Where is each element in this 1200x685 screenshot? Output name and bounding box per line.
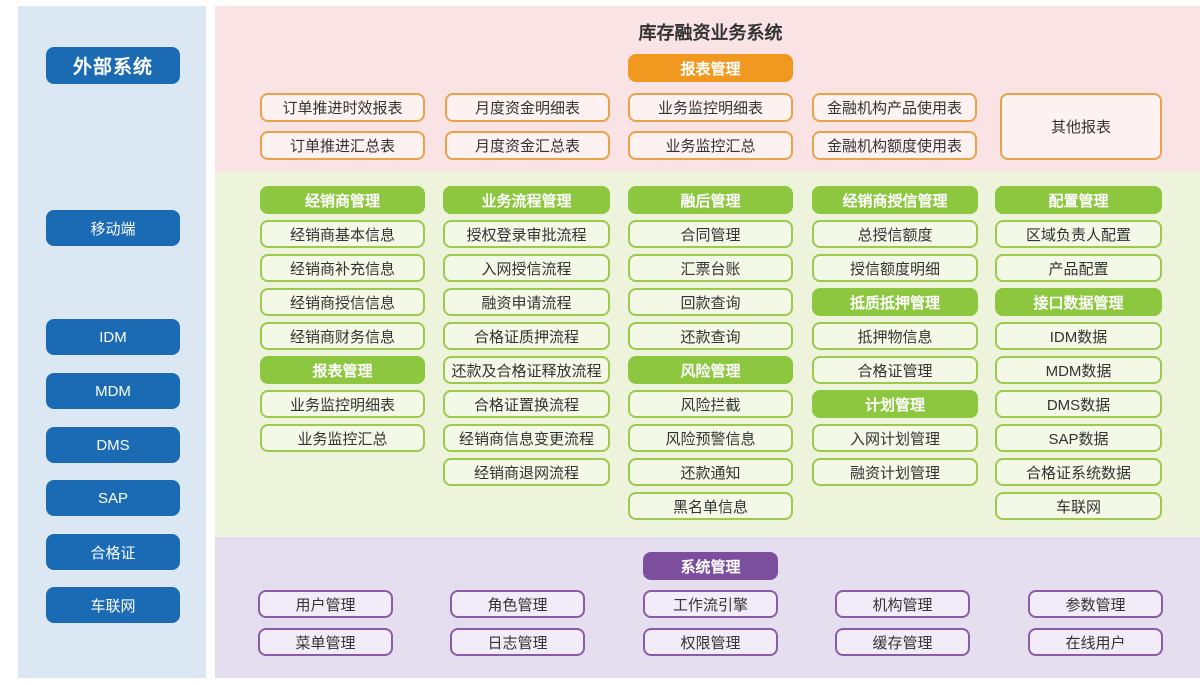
system-box: 机构管理 xyxy=(835,590,970,618)
modules-section: 经销商管理经销商基本信息 经销商补充信息 经销商授信信息 经销商财务信息 报表管理业务监… xyxy=(215,172,1200,537)
module-column: 业务流程管理 授权登录审批流程 入网授信流程 融资申请流程 合格证质押流程 还款及合格证释… xyxy=(443,186,610,486)
main-panel: 库存融资业务系统 报表管理 其他报表 订单推进时效报表 订单推进汇总表 月度资金明细… xyxy=(215,6,1200,678)
module-item: 合格证质押流程 xyxy=(443,322,610,350)
module-header: 风险管理 xyxy=(628,356,793,384)
page-title: 库存融资业务系统 xyxy=(638,23,783,43)
report-box: 订单推进时效报表 xyxy=(260,93,425,122)
system-header: 系统管理 xyxy=(643,552,778,580)
sidebar-button: MDM xyxy=(46,373,180,409)
report-column: 业务监控明细表 业务监控汇总 xyxy=(628,93,793,160)
module-header: 经销商授信管理 xyxy=(812,186,978,214)
module-item: 合格证置换流程 xyxy=(443,390,610,418)
module-item: 入网计划管理 xyxy=(812,424,978,452)
report-box: 月度资金汇总表 xyxy=(445,131,610,160)
system-box: 角色管理 xyxy=(450,590,585,618)
module-header: 配置管理 xyxy=(995,186,1162,214)
system-box: 用户管理 xyxy=(258,590,393,618)
system-box: 在线用户 xyxy=(1028,628,1163,656)
report-column: 订单推进时效报表 订单推进汇总表 xyxy=(260,93,425,160)
module-column: 经销商管理经销商基本信息 经销商补充信息 经销商授信信息 经销商财务信息 报表管理业务监… xyxy=(260,186,425,452)
sidebar-button: SAP xyxy=(46,480,180,516)
module-header: 经销商管理 xyxy=(260,186,425,214)
module-item: IDM数据 xyxy=(995,322,1162,350)
module-item: 抵押物信息 xyxy=(812,322,978,350)
module-item: 授信额度明细 xyxy=(812,254,978,282)
system-box: 权限管理 xyxy=(643,628,778,656)
report-box: 金融机构产品使用表 xyxy=(812,93,977,122)
module-item: 还款查询 xyxy=(628,322,793,350)
reports-section: 库存融资业务系统 报表管理 其他报表 订单推进时效报表 订单推进汇总表 月度资金明细… xyxy=(215,6,1200,172)
module-column: 配置管理区域负责人配置 产品配置接口数据管理 IDM数据 MDM数据 DMS数据 SAP数… xyxy=(995,186,1162,520)
module-header: 业务流程管理 xyxy=(443,186,610,214)
module-item: 风险预警信息 xyxy=(628,424,793,452)
report-box: 订单推进汇总表 xyxy=(260,131,425,160)
module-header: 抵质抵押管理 xyxy=(812,288,978,316)
module-item: 融资申请流程 xyxy=(443,288,610,316)
module-item: 风险拦截 xyxy=(628,390,793,418)
sidebar-button: IDM xyxy=(46,319,180,355)
external-systems-panel: 外部系统 移动端 IDM MDM DMS SAP 合格证车联网 xyxy=(18,6,206,678)
module-item: 经销商信息变更流程 xyxy=(443,424,610,452)
module-header: 计划管理 xyxy=(812,390,978,418)
module-item: 经销商财务信息 xyxy=(260,322,425,350)
system-box: 工作流引擎 xyxy=(643,590,778,618)
sidebar-button: DMS xyxy=(46,427,180,463)
sidebar-button: 合格证 xyxy=(46,534,180,570)
module-item: 合格证系统数据 xyxy=(995,458,1162,486)
module-header: 融后管理 xyxy=(628,186,793,214)
module-item: 合同管理 xyxy=(628,220,793,248)
other-reports-box: 其他报表 xyxy=(1000,93,1162,160)
module-item: DMS数据 xyxy=(995,390,1162,418)
report-box: 业务监控明细表 xyxy=(628,93,793,122)
module-item: 总授信额度 xyxy=(812,220,978,248)
external-systems-header: 外部系统 xyxy=(46,47,180,84)
module-item: 经销商补充信息 xyxy=(260,254,425,282)
module-item: MDM数据 xyxy=(995,356,1162,384)
report-column: 月度资金明细表 月度资金汇总表 xyxy=(445,93,610,160)
report-column: 金融机构产品使用表 金融机构额度使用表 xyxy=(812,93,977,160)
module-item: 区域负责人配置 xyxy=(995,220,1162,248)
module-item: 车联网 xyxy=(995,492,1162,520)
reports-header: 报表管理 xyxy=(628,54,793,82)
module-item: 产品配置 xyxy=(995,254,1162,282)
system-box: 菜单管理 xyxy=(258,628,393,656)
module-column: 融后管理合同管理汇票台账回款查询还款查询风险管理风险拦截风险预警信息 还款通知黑名… xyxy=(628,186,793,520)
module-item: 还款及合格证释放流程 xyxy=(443,356,610,384)
module-item: 融资计划管理 xyxy=(812,458,978,486)
module-item: 经销商授信信息 xyxy=(260,288,425,316)
module-item: 黑名单信息 xyxy=(628,492,793,520)
system-section: 系统管理 用户管理菜单管理 角色管理日志管理 工作流引擎权限管理 机构管理缓存管理 参数… xyxy=(215,537,1200,678)
module-item: 业务监控明细表 xyxy=(260,390,425,418)
module-column: 经销商授信管理 总授信额度授信额度明细 抵质抵押管理 抵押物信息合格证管理计划管理入网… xyxy=(812,186,978,486)
report-box: 业务监控汇总 xyxy=(628,131,793,160)
module-header: 接口数据管理 xyxy=(995,288,1162,316)
module-item: 入网授信流程 xyxy=(443,254,610,282)
system-box: 缓存管理 xyxy=(835,628,970,656)
module-item: SAP数据 xyxy=(995,424,1162,452)
module-item: 经销商退网流程 xyxy=(443,458,610,486)
system-box: 参数管理 xyxy=(1028,590,1163,618)
module-header: 报表管理 xyxy=(260,356,425,384)
report-box: 月度资金明细表 xyxy=(445,93,610,122)
sidebar-button: 车联网 xyxy=(46,587,180,623)
module-item: 回款查询 xyxy=(628,288,793,316)
module-item: 业务监控汇总 xyxy=(260,424,425,452)
module-item: 汇票台账 xyxy=(628,254,793,282)
report-box: 金融机构额度使用表 xyxy=(812,131,977,160)
module-item: 经销商基本信息 xyxy=(260,220,425,248)
module-item: 合格证管理 xyxy=(812,356,978,384)
system-box: 日志管理 xyxy=(450,628,585,656)
module-item: 授权登录审批流程 xyxy=(443,220,610,248)
sidebar-button: 移动端 xyxy=(46,210,180,246)
module-item: 还款通知 xyxy=(628,458,793,486)
